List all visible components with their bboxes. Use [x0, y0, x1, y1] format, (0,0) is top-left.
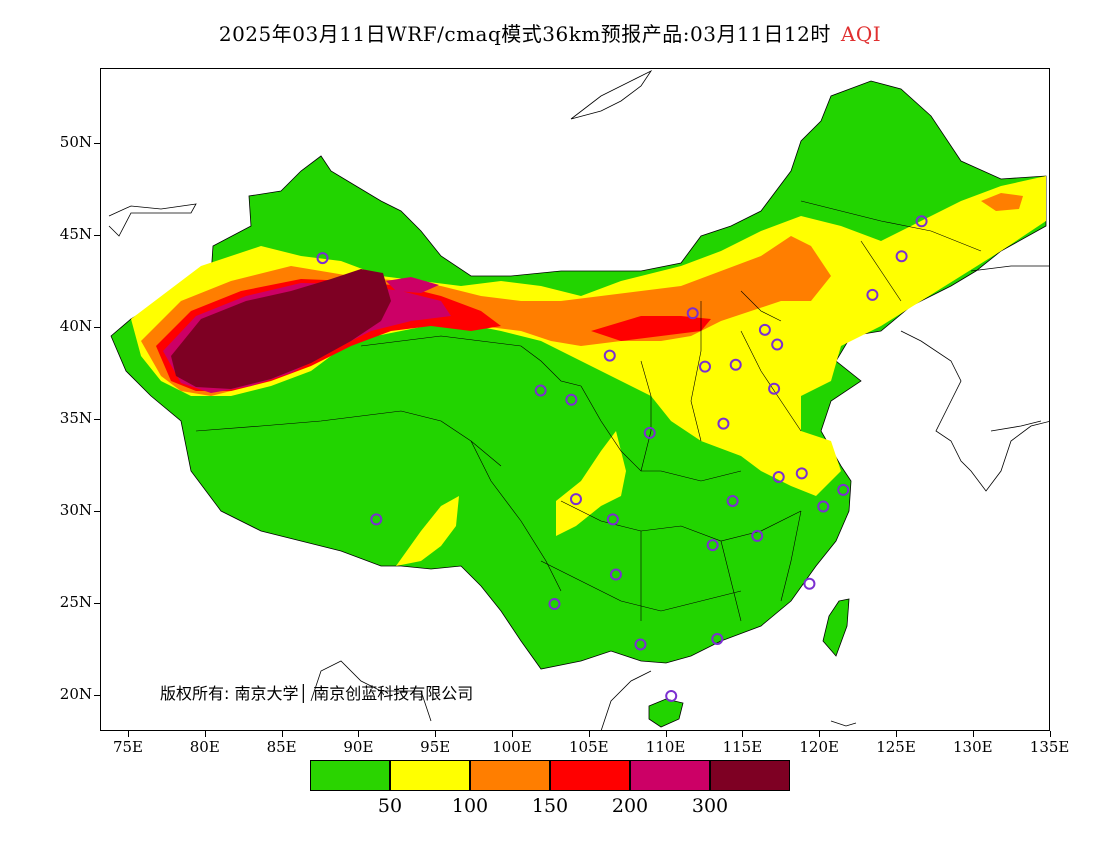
colorbar-segment: [710, 760, 790, 791]
city-marker-harbin: [915, 215, 928, 228]
x-tick-mark: [665, 731, 667, 737]
x-tick-label: 85E: [266, 738, 297, 756]
city-marker-shenyang: [866, 288, 879, 301]
hainan-island: [648, 698, 684, 728]
city-marker-kunming: [548, 598, 561, 610]
city-marker-shanghai: [837, 483, 850, 496]
colorbar-segment: [550, 760, 630, 791]
y-tick-label: 25N: [59, 593, 92, 611]
x-tick-mark: [742, 731, 744, 737]
y-tick-mark: [94, 419, 100, 420]
y-tick-mark: [94, 511, 100, 512]
colorbar-label: 100: [451, 795, 489, 817]
city-marker-lhasa: [370, 513, 383, 526]
x-tick-label: 120E: [799, 738, 839, 756]
city-marker-beijing: [758, 323, 771, 336]
aqi-map: [108, 69, 1049, 730]
x-tick-mark: [1049, 731, 1051, 737]
city-marker-haikou: [665, 690, 678, 702]
x-tick-label: 100E: [492, 738, 532, 756]
colorbar-segment: [470, 760, 550, 791]
aqi-zone-moderate-sichuan: [556, 431, 626, 536]
colorbar-label: 300: [691, 795, 729, 817]
taiwan-island: [822, 598, 850, 657]
colorbar-label: 150: [531, 795, 569, 817]
x-tick-label: 115E: [722, 738, 763, 756]
city-marker-taiyuan: [699, 360, 711, 373]
y-tick-label: 45N: [59, 225, 92, 243]
province-borders: [195, 200, 982, 622]
aqi-zone-hazardous: [171, 269, 391, 389]
y-tick-label: 35N: [59, 409, 92, 427]
x-tick-label: 125E: [876, 738, 916, 756]
city-marker-xining: [534, 384, 547, 397]
city-marker-nanjing: [795, 467, 808, 480]
y-tick-mark: [94, 695, 100, 696]
x-tick-label: 90E: [343, 738, 374, 756]
city-marker-fuzhou: [803, 577, 816, 590]
y-tick-label: 50N: [59, 133, 92, 151]
x-tick-mark: [435, 731, 437, 737]
colorbar-segment: [630, 760, 710, 791]
x-tick-label: 95E: [420, 738, 451, 756]
y-tick-mark: [94, 235, 100, 236]
city-marker-chongqing: [606, 513, 619, 526]
y-tick-label: 20N: [59, 685, 92, 703]
y-tick-mark: [94, 143, 100, 144]
x-tick-label: 110E: [645, 738, 686, 756]
colorbar-label: 200: [611, 795, 649, 817]
y-tick-mark: [94, 327, 100, 328]
title-variable: AQI: [840, 22, 882, 46]
city-marker-jinan: [768, 382, 781, 395]
x-tick-mark: [512, 731, 513, 737]
city-marker-zhengzhou: [717, 417, 730, 430]
city-marker-hangzhou: [817, 500, 830, 513]
colorbar-label: 50: [377, 795, 403, 817]
x-tick-label: 105E: [569, 738, 609, 756]
city-marker-xian: [643, 426, 656, 439]
y-tick-mark: [94, 603, 100, 604]
city-marker-nanchang: [751, 529, 764, 542]
colorbar-segment: [390, 760, 470, 791]
city-marker-nanning: [634, 638, 647, 651]
city-marker-yinchuan: [603, 349, 616, 362]
y-tick-label: 30N: [59, 501, 92, 519]
x-tick-label: 75E: [112, 738, 144, 756]
city-marker-hohhot: [686, 307, 699, 320]
city-marker-hefei: [772, 471, 785, 484]
city-marker-urumqi: [316, 252, 329, 265]
x-tick-mark: [128, 731, 129, 737]
city-marker-guiyang: [609, 568, 622, 581]
x-tick-mark: [204, 731, 206, 737]
x-tick-mark: [819, 731, 821, 737]
copyright-notice: 版权所有: 南京大学│ 南京创蓝科技有限公司: [160, 684, 474, 703]
x-tick-mark: [281, 731, 283, 737]
x-tick-mark: [972, 731, 974, 737]
neighbor-outlines: [108, 69, 1049, 730]
x-tick-mark: [896, 731, 897, 737]
aqi-zone-moderate-tibet: [396, 496, 459, 566]
city-marker-tianjin: [771, 338, 784, 351]
x-tick-label: 135E: [1029, 738, 1070, 756]
aqi-zone-usg-northeast: [981, 193, 1023, 211]
map-title: 2025年03月11日WRF/cmaq模式36km预报产品:03月11日12时 A…: [0, 18, 1100, 47]
city-marker-shijiazhuang: [729, 358, 742, 371]
city-marker-wuhan: [726, 494, 739, 507]
title-text: 2025年03月11日WRF/cmaq模式36km预报产品:03月11日12时: [218, 22, 831, 46]
x-tick-label: 80E: [189, 738, 220, 756]
x-tick-mark: [588, 731, 590, 737]
city-marker-guangzhou: [711, 632, 724, 645]
city-marker-chengdu: [569, 493, 582, 506]
x-tick-mark: [358, 731, 360, 737]
x-tick-label: 130E: [953, 738, 993, 756]
city-marker-lanzhou: [565, 393, 578, 406]
colorbar-segment: [310, 760, 390, 791]
y-tick-label: 40N: [59, 317, 92, 335]
city-marker-changchun: [895, 250, 908, 263]
city-marker-changsha: [706, 539, 719, 552]
city-markers: [316, 215, 928, 702]
map-frame: [100, 68, 1050, 731]
